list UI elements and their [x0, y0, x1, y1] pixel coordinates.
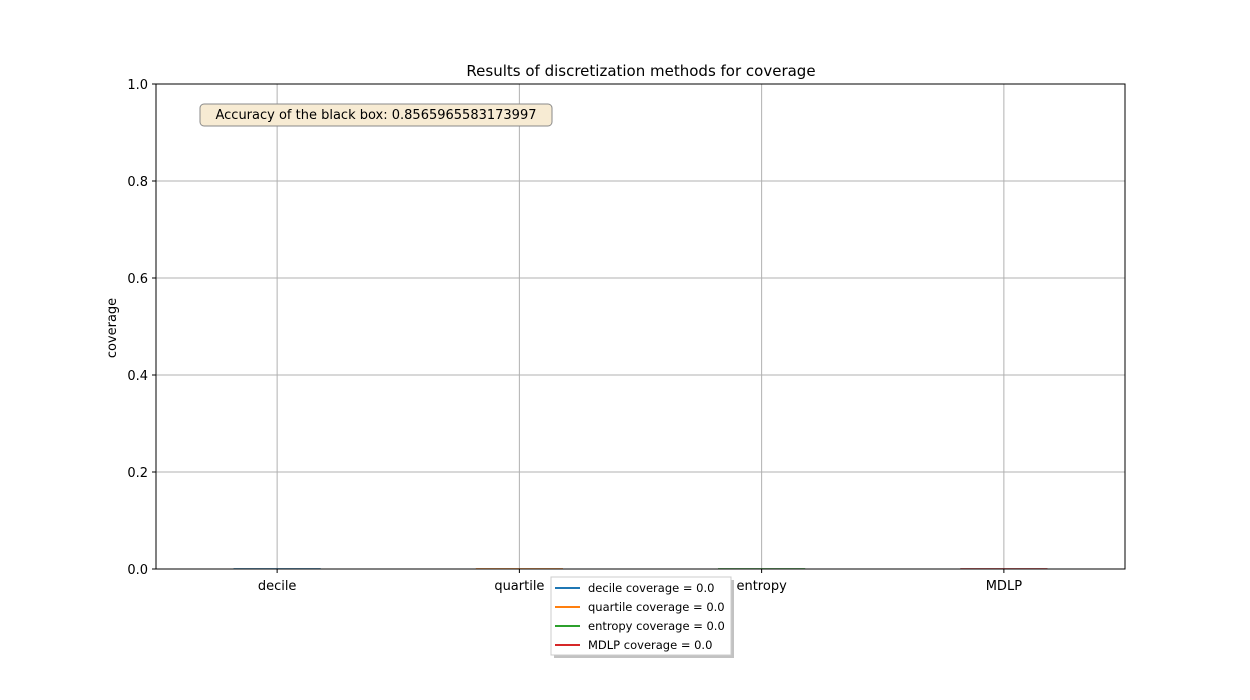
x-tick-label: entropy	[736, 579, 787, 594]
annotation-box: Accuracy of the black box: 0.85659655831…	[199, 103, 553, 127]
legend-label: MDLP coverage = 0.0	[588, 638, 712, 652]
y-tick-label: 1.0	[127, 78, 148, 93]
legend-frame	[550, 576, 732, 656]
y-tick-label: 0.6	[127, 272, 148, 287]
y-tick-label: 0.8	[127, 175, 148, 190]
legend: decile coverage = 0.0 quartile coverage =…	[550, 576, 734, 658]
annotation-background	[199, 103, 553, 127]
legend-label: entropy coverage = 0.0	[588, 619, 725, 633]
legend-label: quartile coverage = 0.0	[588, 600, 725, 614]
annotation-text: Accuracy of the black box: 0.85659655831…	[215, 108, 536, 123]
x-tick-label: quartile	[494, 579, 544, 594]
chart-title: Results of discretization methods for co…	[466, 62, 815, 80]
legend-label: decile coverage = 0.0	[588, 581, 714, 595]
plot-frame	[155, 83, 1126, 570]
y-axis-label: coverage	[105, 298, 120, 358]
y-axis-ticks: 0.0 0.2 0.4 0.6 0.8 1.0	[127, 78, 156, 578]
y-tick-label: 0.4	[127, 369, 148, 384]
x-axis-ticks: decile quartile entropy MDLP	[258, 569, 1022, 594]
y-tick-label: 0.2	[127, 466, 148, 481]
x-tick-label: MDLP	[986, 579, 1022, 594]
legend-items: decile coverage = 0.0 quartile coverage =…	[555, 581, 725, 652]
x-tick-label: decile	[258, 579, 297, 594]
y-tick-label: 0.0	[127, 563, 148, 578]
